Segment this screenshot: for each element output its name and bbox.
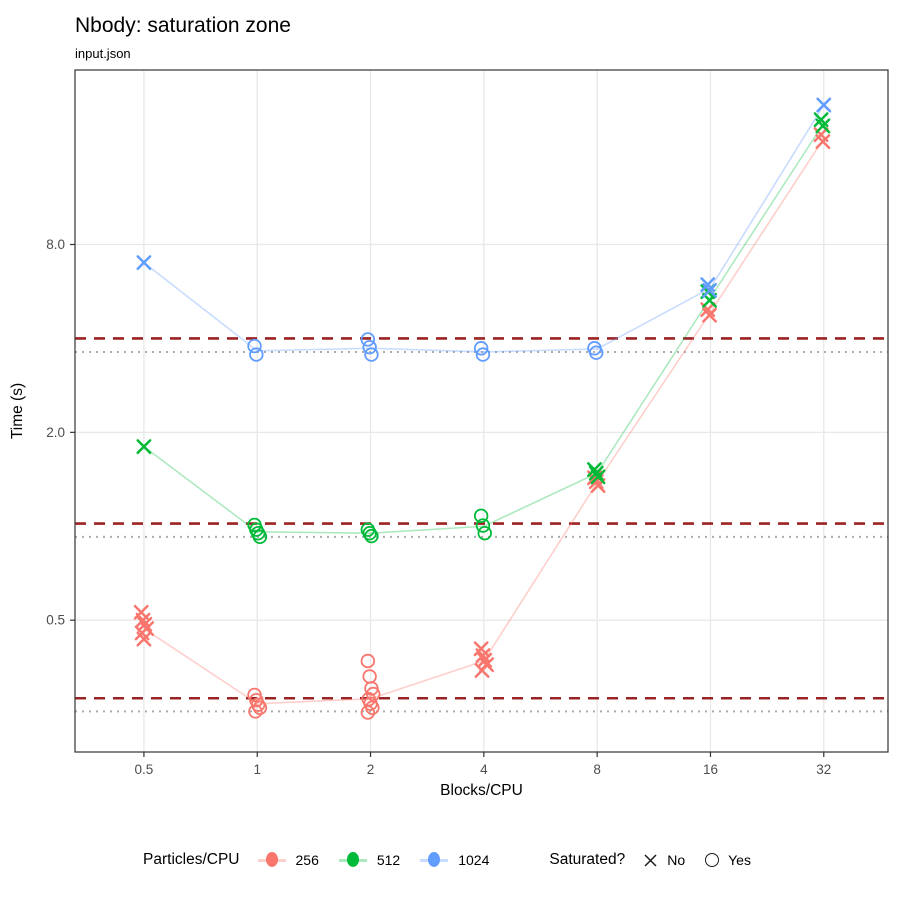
point-circle <box>247 338 262 354</box>
series-points-1024 <box>136 97 832 362</box>
point-cross <box>590 469 606 485</box>
legend-shape-label: No <box>667 852 686 868</box>
point-circle <box>252 700 268 715</box>
point-circle <box>362 526 377 541</box>
y-axis: 0.5 2.0 8.0 <box>46 237 75 628</box>
x-tick-label: 16 <box>703 762 718 777</box>
series-points-256 <box>133 127 831 720</box>
point-cross <box>587 462 602 477</box>
y-tick-label: 2.0 <box>46 425 65 440</box>
point-cross <box>702 282 718 298</box>
series-points-512 <box>136 112 831 545</box>
point-circle <box>473 508 489 524</box>
legend-dot-symbol <box>257 851 286 869</box>
point-cross <box>588 465 604 481</box>
point-circle <box>360 653 376 669</box>
y-tick-label: 8.0 <box>46 237 65 252</box>
legend-key-label: 512 <box>376 852 401 868</box>
point-circle <box>360 332 376 347</box>
x-tick-label: 8 <box>593 762 601 777</box>
point-circle <box>249 347 264 362</box>
x-tick-label: 0.5 <box>135 762 154 777</box>
point-circle <box>365 700 380 715</box>
legend-title-saturated: Saturated? <box>549 851 626 868</box>
legend-dot-symbol <box>420 851 449 869</box>
point-circle <box>364 528 379 544</box>
legend: Particles/CPU 256 512 1024 Saturated? No Yes <box>0 838 900 882</box>
legend-key-label: 1024 <box>458 852 490 868</box>
point-circle <box>475 347 491 362</box>
legend-key-256: 256 <box>257 851 319 869</box>
legend-shape-label: Yes <box>728 852 751 868</box>
x-axis: 0.5 1 2 4 8 16 32 <box>135 752 831 777</box>
circle-icon <box>705 853 720 867</box>
point-cross <box>815 118 831 134</box>
point-circle <box>362 339 377 355</box>
point-cross <box>135 612 151 628</box>
y-axis-title: Time (s) <box>9 383 26 439</box>
panel-border <box>74 69 889 753</box>
legend-key-512: 512 <box>338 851 401 869</box>
plot-area: 0.5 1 2 4 8 16 32 0.5 2.0 8.0 Blocks/CPU Time (s) <box>9 69 889 799</box>
cross-icon <box>644 853 657 867</box>
legend-shape-yes: Yes <box>705 852 751 868</box>
point-circle <box>475 518 491 533</box>
point-circle <box>248 704 263 719</box>
x-tick-label: 2 <box>367 762 375 777</box>
point-circle <box>360 705 376 720</box>
point-cross <box>137 616 153 632</box>
point-circle <box>589 345 604 360</box>
gridlines <box>75 70 888 752</box>
legend-key-dot <box>428 852 441 867</box>
panel-background <box>75 70 888 752</box>
point-cross <box>136 439 152 455</box>
legend-key-dot <box>346 852 359 867</box>
point-cross <box>475 648 491 664</box>
chart-title: Nbody: saturation zone <box>75 14 291 37</box>
chart-subtitle: input.json <box>75 46 131 61</box>
point-cross <box>816 97 832 113</box>
x-tick-label: 1 <box>253 762 261 777</box>
point-cross <box>136 631 152 647</box>
legend-dot-symbol <box>338 851 367 869</box>
legend-title-particles: Particles/CPU <box>143 851 240 868</box>
point-circle <box>477 526 492 541</box>
y-tick-label: 0.5 <box>46 613 65 628</box>
point-cross <box>702 307 718 323</box>
legend-key-dot <box>265 852 278 867</box>
x-axis-title: Blocks/CPU <box>440 782 523 799</box>
point-circle <box>364 347 379 362</box>
point-cross <box>136 255 152 271</box>
legend-key-1024: 1024 <box>420 851 489 869</box>
legend-shape-no: No <box>643 852 685 868</box>
x-tick-label: 32 <box>816 762 831 777</box>
point-circle <box>473 341 489 356</box>
x-tick-label: 4 <box>480 762 488 777</box>
point-cross <box>815 134 831 150</box>
point-circle <box>252 529 268 545</box>
legend-key-label: 256 <box>295 852 319 868</box>
point-cross <box>474 663 490 678</box>
reference-lines <box>75 337 888 713</box>
